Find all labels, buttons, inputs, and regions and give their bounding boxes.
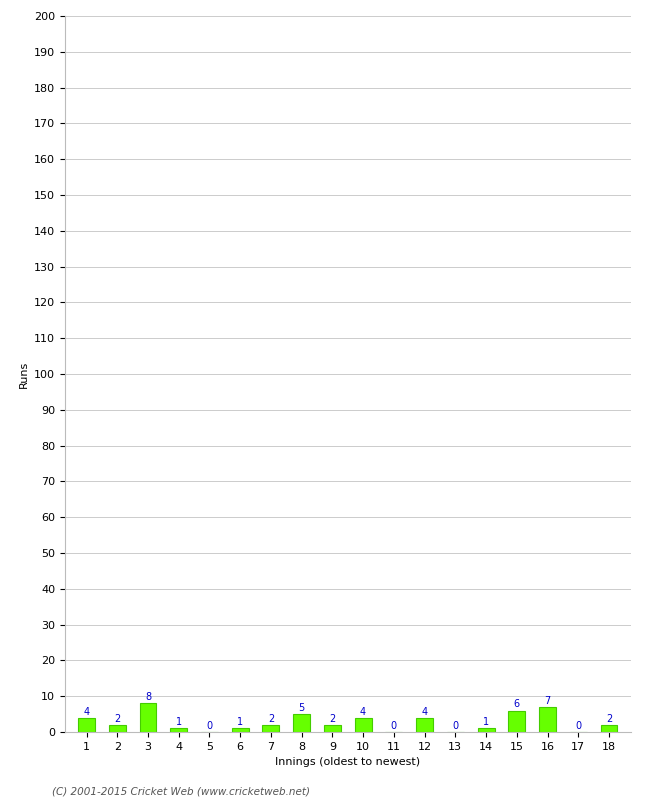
Text: 1: 1 <box>176 718 182 727</box>
Bar <box>324 725 341 732</box>
Bar <box>232 729 249 732</box>
Bar <box>478 729 495 732</box>
Text: 0: 0 <box>452 721 458 731</box>
Bar <box>508 710 525 732</box>
Text: 1: 1 <box>483 718 489 727</box>
Text: 0: 0 <box>575 721 581 731</box>
Bar <box>78 718 95 732</box>
Bar <box>263 725 280 732</box>
Bar <box>293 714 310 732</box>
Text: (C) 2001-2015 Cricket Web (www.cricketweb.net): (C) 2001-2015 Cricket Web (www.cricketwe… <box>52 786 310 796</box>
Text: 2: 2 <box>114 714 120 724</box>
Bar <box>601 725 618 732</box>
Text: 1: 1 <box>237 718 243 727</box>
X-axis label: Innings (oldest to newest): Innings (oldest to newest) <box>275 758 421 767</box>
Bar <box>416 718 433 732</box>
Text: 0: 0 <box>207 721 213 731</box>
Text: 4: 4 <box>360 706 366 717</box>
Bar <box>355 718 372 732</box>
Text: 2: 2 <box>606 714 612 724</box>
Bar <box>140 703 157 732</box>
Bar <box>539 707 556 732</box>
Text: 2: 2 <box>330 714 335 724</box>
Y-axis label: Runs: Runs <box>19 360 29 388</box>
Text: 0: 0 <box>391 721 397 731</box>
Text: 8: 8 <box>145 692 151 702</box>
Bar <box>109 725 125 732</box>
Text: 7: 7 <box>545 696 551 706</box>
Text: 6: 6 <box>514 699 520 710</box>
Text: 4: 4 <box>83 706 90 717</box>
Text: 5: 5 <box>298 703 305 713</box>
Bar <box>170 729 187 732</box>
Text: 4: 4 <box>421 706 428 717</box>
Text: 2: 2 <box>268 714 274 724</box>
